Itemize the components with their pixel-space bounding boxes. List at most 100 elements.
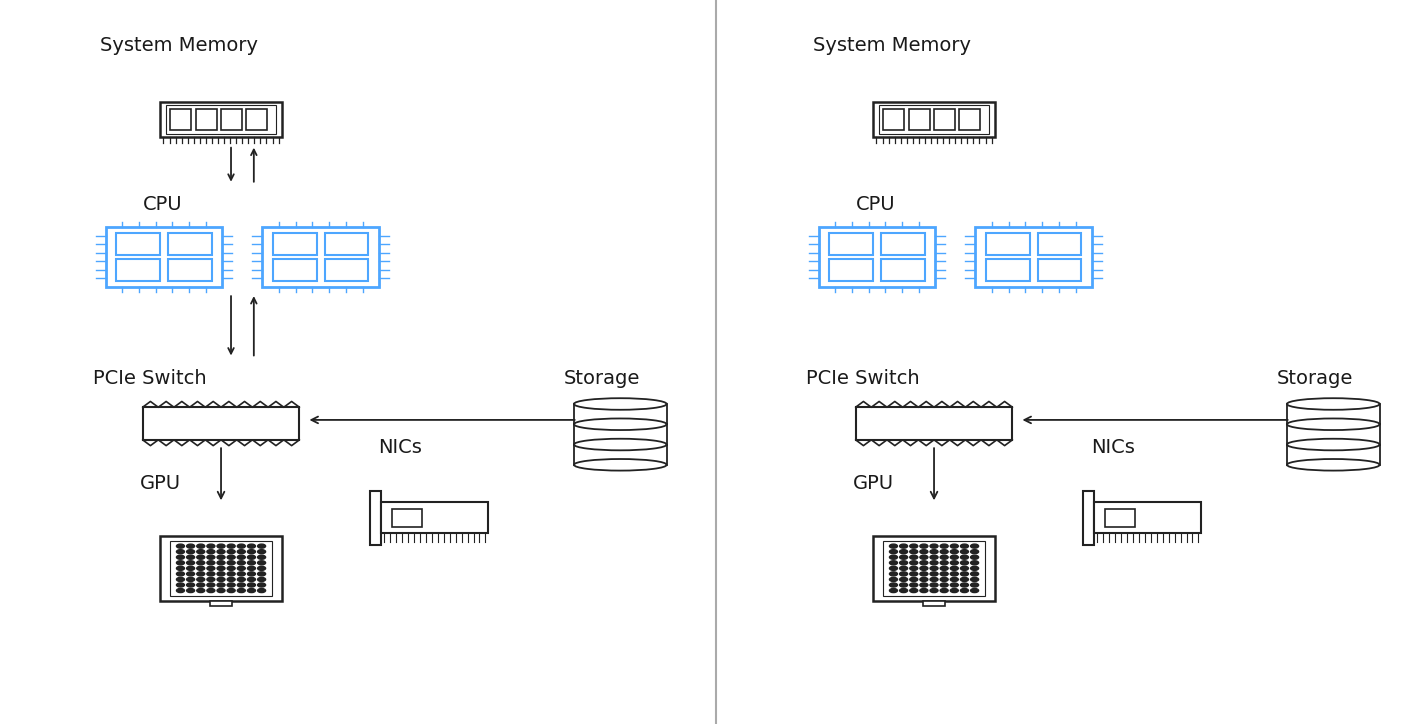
- Circle shape: [248, 572, 255, 576]
- Circle shape: [248, 550, 255, 554]
- Circle shape: [187, 572, 194, 576]
- Circle shape: [258, 578, 265, 581]
- Circle shape: [207, 583, 215, 587]
- Circle shape: [940, 544, 948, 548]
- Circle shape: [177, 566, 184, 571]
- Circle shape: [900, 555, 907, 559]
- Circle shape: [910, 572, 918, 576]
- Circle shape: [910, 544, 918, 548]
- Circle shape: [227, 555, 235, 559]
- FancyBboxPatch shape: [878, 105, 990, 134]
- Circle shape: [197, 583, 205, 587]
- FancyBboxPatch shape: [573, 404, 666, 424]
- Ellipse shape: [573, 418, 666, 430]
- Circle shape: [227, 583, 235, 587]
- Circle shape: [187, 550, 194, 554]
- FancyBboxPatch shape: [325, 259, 368, 281]
- Circle shape: [950, 544, 958, 548]
- FancyBboxPatch shape: [934, 109, 955, 130]
- Circle shape: [258, 550, 265, 554]
- FancyBboxPatch shape: [392, 508, 422, 527]
- Circle shape: [207, 572, 215, 576]
- FancyBboxPatch shape: [856, 408, 1012, 440]
- Circle shape: [961, 550, 968, 554]
- Circle shape: [217, 572, 225, 576]
- Text: NICs: NICs: [1091, 438, 1135, 457]
- Circle shape: [940, 578, 948, 581]
- Circle shape: [197, 550, 205, 554]
- Circle shape: [950, 550, 958, 554]
- Circle shape: [900, 544, 907, 548]
- Circle shape: [227, 561, 235, 565]
- Circle shape: [971, 550, 978, 554]
- Circle shape: [910, 578, 918, 581]
- Circle shape: [177, 583, 184, 587]
- Circle shape: [950, 583, 958, 587]
- Circle shape: [237, 566, 245, 571]
- FancyBboxPatch shape: [371, 491, 382, 545]
- Circle shape: [187, 544, 194, 548]
- Circle shape: [237, 544, 245, 548]
- Circle shape: [930, 544, 938, 548]
- FancyBboxPatch shape: [573, 424, 666, 445]
- Circle shape: [971, 566, 978, 571]
- Text: System Memory: System Memory: [813, 36, 971, 55]
- Circle shape: [950, 555, 958, 559]
- Circle shape: [920, 550, 928, 554]
- Circle shape: [930, 566, 938, 571]
- Circle shape: [961, 561, 968, 565]
- FancyBboxPatch shape: [884, 109, 904, 130]
- Circle shape: [940, 572, 948, 576]
- Circle shape: [971, 572, 978, 576]
- Circle shape: [950, 566, 958, 571]
- Circle shape: [248, 566, 255, 571]
- Circle shape: [961, 589, 968, 592]
- FancyBboxPatch shape: [168, 259, 211, 281]
- FancyBboxPatch shape: [382, 502, 488, 533]
- Circle shape: [258, 561, 265, 565]
- Circle shape: [177, 589, 184, 592]
- FancyBboxPatch shape: [908, 109, 930, 130]
- Circle shape: [217, 555, 225, 559]
- Text: GPU: GPU: [853, 474, 894, 493]
- Circle shape: [910, 566, 918, 571]
- Circle shape: [217, 589, 225, 592]
- Circle shape: [258, 589, 265, 592]
- Circle shape: [197, 572, 205, 576]
- Ellipse shape: [573, 398, 666, 410]
- Circle shape: [217, 578, 225, 581]
- Circle shape: [900, 583, 907, 587]
- Circle shape: [177, 561, 184, 565]
- Circle shape: [248, 578, 255, 581]
- Circle shape: [971, 589, 978, 592]
- Circle shape: [217, 566, 225, 571]
- FancyBboxPatch shape: [830, 233, 873, 255]
- Circle shape: [961, 583, 968, 587]
- Circle shape: [177, 550, 184, 554]
- Ellipse shape: [1288, 398, 1380, 410]
- Circle shape: [940, 583, 948, 587]
- FancyBboxPatch shape: [1288, 404, 1379, 424]
- Circle shape: [197, 561, 205, 565]
- Circle shape: [930, 578, 938, 581]
- FancyBboxPatch shape: [1038, 233, 1081, 255]
- Text: Storage: Storage: [1276, 369, 1353, 388]
- FancyBboxPatch shape: [274, 233, 317, 255]
- FancyBboxPatch shape: [1084, 491, 1095, 545]
- Text: GPU: GPU: [140, 474, 181, 493]
- Circle shape: [890, 572, 897, 576]
- FancyBboxPatch shape: [170, 541, 271, 596]
- Circle shape: [187, 583, 194, 587]
- FancyBboxPatch shape: [1288, 445, 1379, 465]
- Circle shape: [248, 589, 255, 592]
- Circle shape: [890, 589, 897, 592]
- Circle shape: [910, 555, 918, 559]
- FancyBboxPatch shape: [170, 109, 191, 130]
- Circle shape: [207, 555, 215, 559]
- FancyBboxPatch shape: [117, 233, 160, 255]
- FancyBboxPatch shape: [168, 233, 211, 255]
- Circle shape: [227, 572, 235, 576]
- FancyBboxPatch shape: [165, 105, 275, 134]
- Circle shape: [237, 550, 245, 554]
- Ellipse shape: [1288, 459, 1380, 471]
